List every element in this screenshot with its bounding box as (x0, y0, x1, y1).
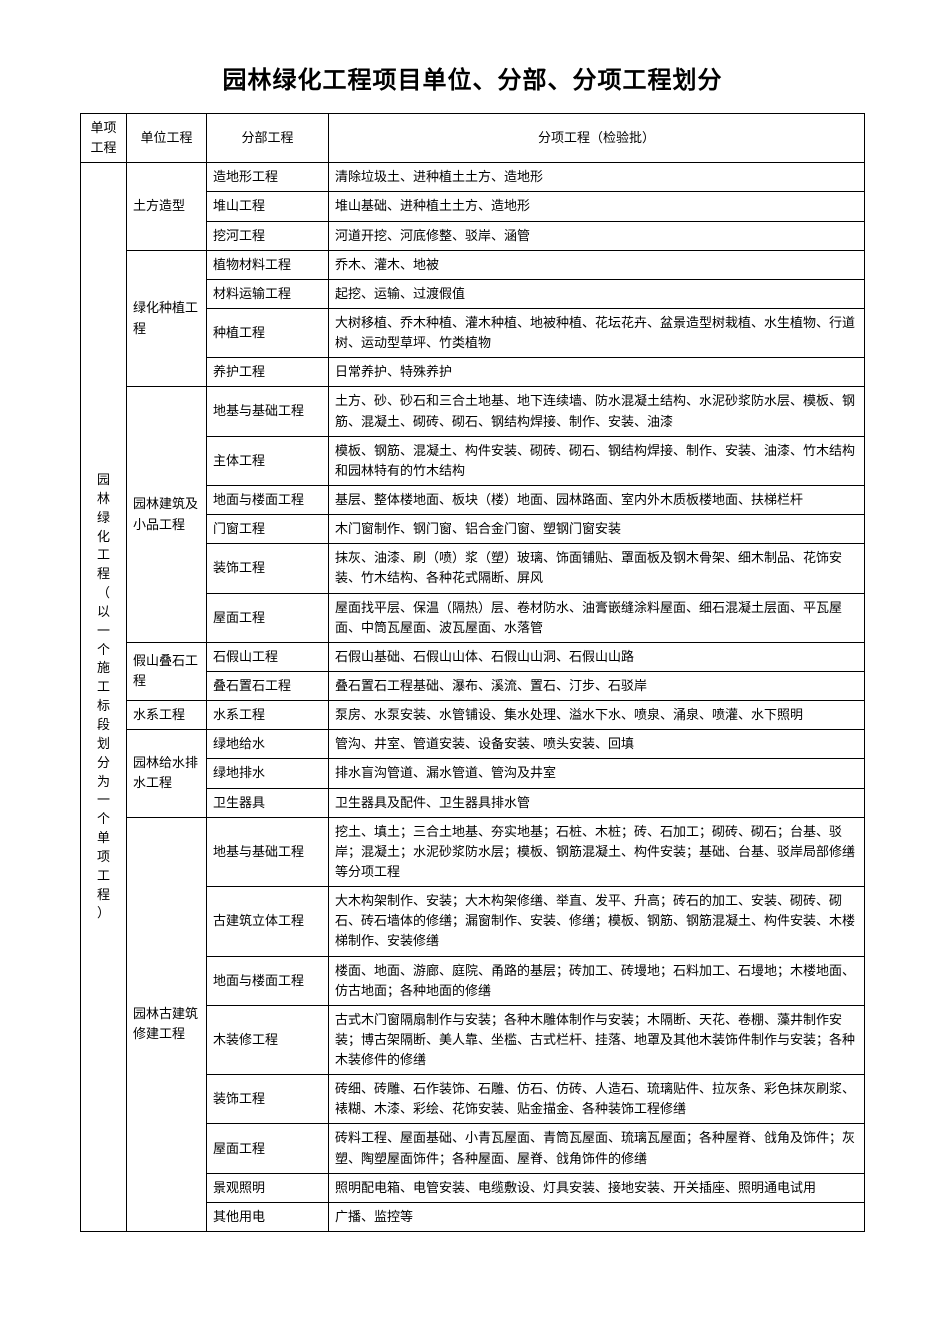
classification-table: 单项工程 单位工程 分部工程 分项工程（检验批） 园林绿化工程（以一个施工标段划… (80, 113, 865, 1232)
page-title: 园林绿化工程项目单位、分部、分项工程划分 (80, 60, 865, 95)
items-cell: 木门窗制作、钢门窗、铝合金门窗、塑钢门窗安装 (329, 515, 865, 544)
items-cell: 砖细、砖雕、石作装饰、石雕、仿石、仿砖、人造石、琉璃贴件、拉灰条、彩色抹灰刷浆、… (329, 1075, 865, 1124)
sub-cell: 水系工程 (207, 701, 329, 730)
unit-cell: 水系工程 (127, 701, 207, 730)
sub-cell: 主体工程 (207, 436, 329, 485)
items-cell: 古式木门窗隔扇制作与安装；各种木雕体制作与安装；木隔断、天花、卷棚、藻井制作安装… (329, 1005, 865, 1074)
sub-cell: 卫生器具 (207, 788, 329, 817)
sub-cell: 绿地排水 (207, 759, 329, 788)
unit-cell: 园林古建筑修建工程 (127, 817, 207, 1231)
table-row: 园林古建筑修建工程地基与基础工程挖土、填土；三合土地基、夯实地基；石桩、木桩；砖… (81, 817, 865, 886)
header-col3: 分部工程 (207, 114, 329, 163)
sub-cell: 堆山工程 (207, 192, 329, 221)
sub-cell: 装饰工程 (207, 544, 329, 593)
sub-cell: 地面与楼面工程 (207, 485, 329, 514)
items-cell: 广播、监控等 (329, 1202, 865, 1231)
items-cell: 模板、钢筋、混凝土、构件安装、砌砖、砌石、钢结构焊接、制作、安装、油漆、竹木结构… (329, 436, 865, 485)
table-row: 园林建筑及小品工程地基与基础工程土方、砂、砂石和三合土地基、地下连续墙、防水混凝… (81, 387, 865, 436)
items-cell: 屋面找平层、保温（隔热）层、卷材防水、油膏嵌缝涂料屋面、细石混凝土层面、平瓦屋面… (329, 593, 865, 642)
items-cell: 管沟、井室、管道安装、设备安装、喷头安装、回填 (329, 730, 865, 759)
items-cell: 叠石置石工程基础、瀑布、溪流、置石、汀步、石驳岸 (329, 671, 865, 700)
sub-cell: 景观照明 (207, 1173, 329, 1202)
sub-cell: 种植工程 (207, 308, 329, 357)
header-col2: 单位工程 (127, 114, 207, 163)
items-cell: 土方、砂、砂石和三合土地基、地下连续墙、防水混凝土结构、水泥砂浆防水层、模板、钢… (329, 387, 865, 436)
sub-cell: 地基与基础工程 (207, 387, 329, 436)
sub-cell: 地面与楼面工程 (207, 956, 329, 1005)
project-col: 园林绿化工程（以一个施工标段划分为一个单项工程） (81, 163, 127, 1232)
items-cell: 排水盲沟管道、漏水管道、管沟及井室 (329, 759, 865, 788)
sub-cell: 屋面工程 (207, 593, 329, 642)
sub-cell: 叠石置石工程 (207, 671, 329, 700)
sub-cell: 植物材料工程 (207, 250, 329, 279)
sub-cell: 装饰工程 (207, 1075, 329, 1124)
unit-cell: 绿化种植工程 (127, 250, 207, 387)
items-cell: 石假山基础、石假山山体、石假山山洞、石假山山路 (329, 642, 865, 671)
header-col4: 分项工程（检验批） (329, 114, 865, 163)
items-cell: 照明配电箱、电管安装、电缆敷设、灯具安装、接地安装、开关插座、照明通电试用 (329, 1173, 865, 1202)
header-col1: 单项工程 (81, 114, 127, 163)
sub-cell: 古建筑立体工程 (207, 887, 329, 956)
sub-cell: 材料运输工程 (207, 279, 329, 308)
items-cell: 日常养护、特殊养护 (329, 358, 865, 387)
sub-cell: 石假山工程 (207, 642, 329, 671)
sub-cell: 木装修工程 (207, 1005, 329, 1074)
items-cell: 清除垃圾土、进种植土土方、造地形 (329, 163, 865, 192)
header-row: 单项工程 单位工程 分部工程 分项工程（检验批） (81, 114, 865, 163)
items-cell: 大树移植、乔木种植、灌木种植、地被种植、花坛花卉、盆景造型树栽植、水生植物、行道… (329, 308, 865, 357)
items-cell: 砖料工程、屋面基础、小青瓦屋面、青筒瓦屋面、琉璃瓦屋面；各种屋脊、戗角及饰件；灰… (329, 1124, 865, 1173)
sub-cell: 造地形工程 (207, 163, 329, 192)
items-cell: 基层、整体楼地面、板块（楼）地面、园林路面、室内外木质板楼地面、扶梯栏杆 (329, 485, 865, 514)
sub-cell: 其他用电 (207, 1202, 329, 1231)
table-row: 园林给水排水工程绿地给水管沟、井室、管道安装、设备安装、喷头安装、回填 (81, 730, 865, 759)
items-cell: 河道开挖、河底修整、驳岸、涵管 (329, 221, 865, 250)
table-row: 园林绿化工程（以一个施工标段划分为一个单项工程）土方造型造地形工程清除垃圾土、进… (81, 163, 865, 192)
items-cell: 卫生器具及配件、卫生器具排水管 (329, 788, 865, 817)
items-cell: 楼面、地面、游廊、庭院、甬路的基层；砖加工、砖墁地；石料加工、石墁地；木楼地面、… (329, 956, 865, 1005)
sub-cell: 养护工程 (207, 358, 329, 387)
items-cell: 抹灰、油漆、刷（喷）浆（塑）玻璃、饰面铺贴、罩面板及钢木骨架、细木制品、花饰安装… (329, 544, 865, 593)
sub-cell: 绿地给水 (207, 730, 329, 759)
table-row: 假山叠石工程石假山工程石假山基础、石假山山体、石假山山洞、石假山山路 (81, 642, 865, 671)
sub-cell: 门窗工程 (207, 515, 329, 544)
sub-cell: 挖河工程 (207, 221, 329, 250)
table-row: 水系工程水系工程泵房、水泵安装、水管铺设、集水处理、溢水下水、喷泉、涌泉、喷灌、… (81, 701, 865, 730)
unit-cell: 园林建筑及小品工程 (127, 387, 207, 642)
unit-cell: 土方造型 (127, 163, 207, 250)
table-row: 绿化种植工程植物材料工程乔木、灌木、地被 (81, 250, 865, 279)
sub-cell: 地基与基础工程 (207, 817, 329, 886)
unit-cell: 假山叠石工程 (127, 642, 207, 700)
items-cell: 堆山基础、进种植土土方、造地形 (329, 192, 865, 221)
items-cell: 起挖、运输、过渡假值 (329, 279, 865, 308)
unit-cell: 园林给水排水工程 (127, 730, 207, 817)
items-cell: 乔木、灌木、地被 (329, 250, 865, 279)
items-cell: 挖土、填土；三合土地基、夯实地基；石桩、木桩；砖、石加工；砌砖、砌石；台基、驳岸… (329, 817, 865, 886)
items-cell: 泵房、水泵安装、水管铺设、集水处理、溢水下水、喷泉、涌泉、喷灌、水下照明 (329, 701, 865, 730)
sub-cell: 屋面工程 (207, 1124, 329, 1173)
items-cell: 大木构架制作、安装；大木构架修缮、举直、发平、升高；砖石的加工、安装、砌砖、砌石… (329, 887, 865, 956)
